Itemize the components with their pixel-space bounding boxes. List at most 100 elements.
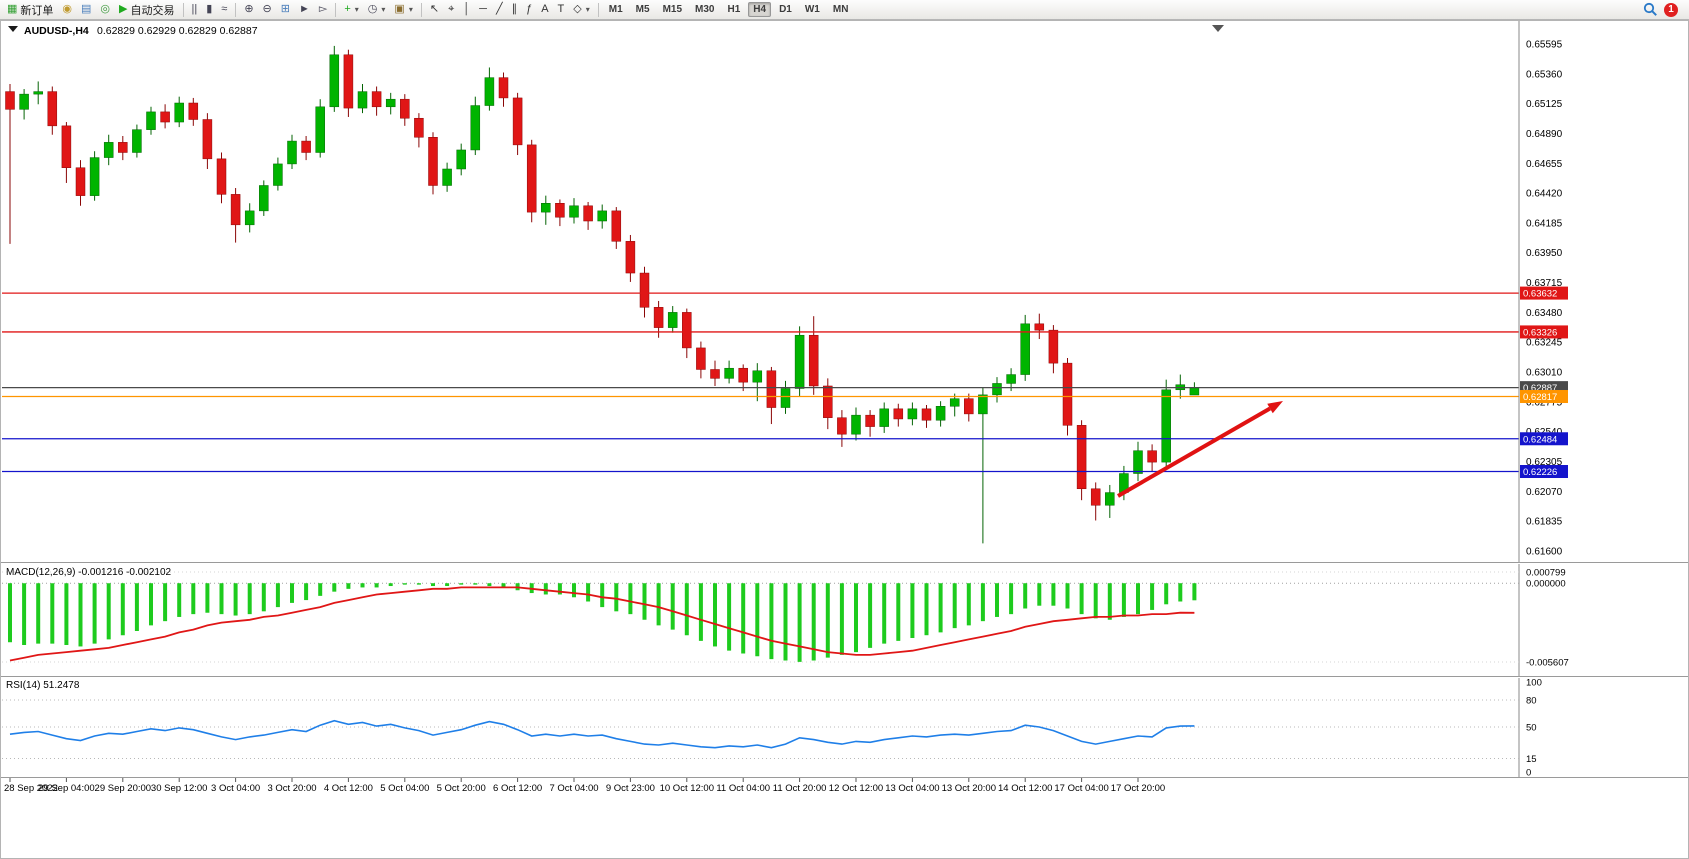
time-axis-label: 29 Sep 04:00 [38, 783, 95, 794]
price-axis-label: 0.63480 [1526, 308, 1563, 319]
candle-body [907, 408, 918, 420]
candle-body [371, 91, 382, 108]
vertical-line-icon[interactable]: │ [459, 0, 474, 19]
candle-body [33, 91, 43, 95]
time-axis-label: 10 Oct 12:00 [660, 783, 714, 794]
trend-arrow-head[interactable] [1267, 401, 1283, 414]
candle-body [343, 54, 354, 109]
fibonacci-icon[interactable]: ƒ [522, 0, 536, 19]
trendline-icon[interactable]: ╱ [492, 0, 507, 19]
cursor-icon[interactable]: ↖ [426, 0, 443, 19]
candle-body [1034, 323, 1045, 331]
macd-label: MACD(12,26,9) -0.001216 -0.002102 [6, 567, 172, 578]
periods-icon[interactable]: ◷ ▾ [364, 0, 390, 19]
candle-body [1105, 492, 1115, 506]
one-click-trading-toggle[interactable] [8, 26, 18, 32]
resistance-line-lower-tag [1520, 325, 1568, 339]
time-axis-label: 13 Oct 04:00 [885, 783, 939, 794]
candle-body [428, 137, 438, 186]
timeframe-d1[interactable]: D1 [779, 4, 792, 15]
timeframe-mn[interactable]: MN [832, 4, 849, 15]
templates-icon[interactable]: ▣ ▾ [390, 0, 416, 19]
indicators-icon-caret[interactable]: ▾ [354, 5, 359, 14]
candle-body [667, 312, 678, 328]
candle-body [710, 369, 720, 379]
candle-body [935, 406, 946, 421]
market-watch-icon[interactable]: ◉ [58, 0, 76, 19]
candle-body [724, 367, 734, 379]
shapes-icon-caret[interactable]: ▾ [585, 5, 590, 14]
rsi-axis-label: 15 [1526, 754, 1537, 765]
rsi-panel[interactable] [2, 699, 1519, 759]
time-axis-label: 5 Oct 04:00 [380, 783, 429, 794]
timeframe-m1[interactable]: M1 [608, 4, 623, 15]
auto-scroll-icon[interactable]: ► [295, 0, 314, 19]
text-icon[interactable]: A [537, 0, 552, 19]
toolbar: ▦ 新订单 ◉ ▤ ◎ ▶ 自动交易 || ▮ ≈ ⊕ ⊖ ⊞ ► ▻ + ▾ ◷ ▾ ▣ ▾ ↖ ⌖ │ ─ ╱ ∥ ƒ A T ◇ ▾ M1… [0, 0, 1689, 20]
candle-body [766, 370, 777, 408]
auto-trading-button[interactable]: ▶ 自动交易 [115, 0, 178, 19]
timeframe-h4[interactable]: H4 [748, 2, 772, 17]
indicators-icon[interactable]: + ▾ [340, 0, 362, 19]
chart-shift-icon-glyph: ▻ [318, 3, 328, 15]
candle-body [752, 370, 763, 383]
notification-badge[interactable]: 1 [1664, 2, 1678, 17]
templates-icon-glyph: ▣ [394, 3, 405, 15]
time-axis-label: 11 Oct 20:00 [773, 783, 827, 794]
search-icon[interactable] [1643, 2, 1658, 17]
timeframe-w1[interactable]: W1 [804, 4, 820, 15]
trend-arrow-line[interactable] [1117, 406, 1271, 498]
price-axis-label: 0.64890 [1526, 129, 1563, 140]
timeframe-m5[interactable]: M5 [635, 4, 650, 15]
channel-icon[interactable]: ∥ [508, 0, 522, 19]
price-axis-label: 0.65595 [1526, 40, 1563, 51]
navigator-icon[interactable]: ◎ [96, 0, 114, 19]
line-mode-icon[interactable]: ≈ [217, 0, 231, 19]
candles-mode-icon[interactable]: ▮ [202, 0, 216, 19]
navigator-icon-glyph: ◎ [100, 3, 111, 15]
rsi-axis-label: 80 [1526, 696, 1537, 707]
entry-level-line-tag-label: 0.62817 [1523, 392, 1557, 403]
rsi-axis-label: 0 [1526, 768, 1531, 779]
periods-icon-caret[interactable]: ▾ [381, 5, 386, 14]
candle-body [329, 54, 340, 108]
price-axis-label: 0.62305 [1526, 457, 1563, 468]
chart-shift-marker[interactable] [1212, 25, 1224, 32]
new-order-button[interactable]: ▦ 新订单 [3, 0, 57, 19]
chart-shift-icon[interactable]: ▻ [315, 0, 331, 19]
horizontal-line-icon[interactable]: ─ [475, 0, 491, 19]
time-axis-label: 5 Oct 20:00 [437, 783, 486, 794]
main-chart-panel[interactable] [2, 45, 1519, 544]
support-line-upper-tag-label: 0.62484 [1523, 434, 1557, 445]
candle-body [1076, 425, 1087, 490]
candle-body [949, 398, 960, 407]
macd-panel[interactable] [2, 571, 1519, 663]
time-axis-label: 4 Oct 12:00 [324, 783, 373, 794]
auto-scroll-icon-glyph: ► [298, 3, 310, 15]
candle-body [5, 91, 15, 110]
shapes-icon[interactable]: ◇ ▾ [569, 0, 593, 19]
candle-body [174, 102, 184, 123]
time-axis-label: 9 Oct 23:00 [606, 783, 655, 794]
zoom-out-icon[interactable]: ⊖ [259, 0, 276, 19]
macd-axis-label: 0.000000 [1526, 579, 1566, 590]
zoom-in-icon[interactable]: ⊕ [240, 0, 257, 19]
data-window-icon[interactable]: ▤ [77, 0, 95, 19]
time-axis-label: 30 Sep 12:00 [151, 783, 208, 794]
timeframe-m30[interactable]: M30 [695, 4, 715, 15]
candle-body [230, 194, 241, 226]
chart-canvas[interactable]: AUDUSD-,H4 0.62829 0.62929 0.62829 0.6288… [0, 20, 1689, 859]
timeframe-h1[interactable]: H1 [727, 4, 741, 15]
tile-windows-icon[interactable]: ⊞ [277, 0, 294, 19]
bars-mode-icon[interactable]: || [188, 0, 202, 19]
candle-body [118, 142, 128, 153]
templates-icon-caret[interactable]: ▾ [408, 5, 413, 14]
crosshair-icon[interactable]: ⌖ [444, 0, 458, 19]
label-icon[interactable]: T [554, 0, 569, 19]
price-axis-label: 0.65125 [1526, 99, 1563, 110]
candle-body [188, 102, 199, 120]
candle-body [541, 203, 551, 213]
timeframe-m15[interactable]: M15 [662, 4, 683, 15]
candle-body [19, 93, 29, 110]
time-axis-label: 12 Oct 12:00 [829, 783, 883, 794]
